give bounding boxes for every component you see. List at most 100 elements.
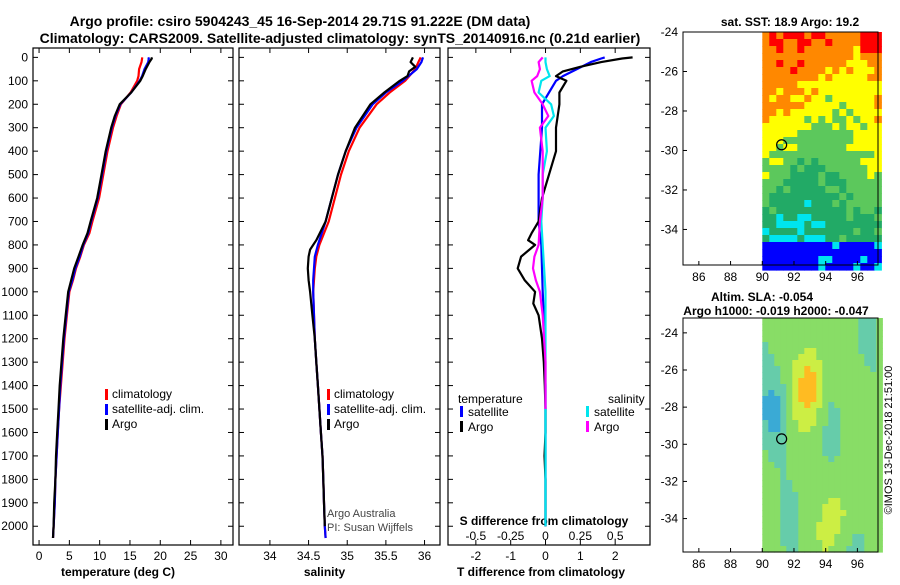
map-cell bbox=[870, 336, 877, 343]
map-cell bbox=[846, 390, 853, 397]
map-cell bbox=[786, 498, 793, 505]
map-cell bbox=[774, 480, 781, 487]
depth-tick-label: 200 bbox=[8, 97, 28, 111]
map-cell bbox=[768, 462, 775, 469]
map-cell bbox=[810, 450, 817, 457]
map-cell bbox=[876, 336, 883, 343]
map-cell bbox=[867, 53, 875, 61]
map-cell bbox=[852, 516, 859, 523]
map-cell bbox=[776, 144, 784, 152]
map-cell bbox=[804, 179, 812, 187]
map-cell bbox=[786, 504, 793, 511]
map-cell bbox=[876, 396, 883, 403]
map-cell bbox=[774, 486, 781, 493]
legend-title-temperature: temperature bbox=[458, 392, 523, 406]
map-cell bbox=[798, 492, 805, 499]
map-cell bbox=[810, 390, 817, 397]
map-cell bbox=[768, 330, 775, 337]
map-cell bbox=[776, 158, 784, 166]
map-cell bbox=[783, 200, 791, 208]
map-cell bbox=[828, 462, 835, 469]
map-cell bbox=[832, 235, 840, 243]
map-cell bbox=[783, 228, 791, 236]
map-cell bbox=[834, 360, 841, 367]
map-cell bbox=[769, 95, 777, 103]
map-cell bbox=[783, 242, 791, 250]
map-cell bbox=[786, 360, 793, 367]
map-cell bbox=[762, 444, 769, 451]
map-cell bbox=[864, 534, 871, 541]
map-cell bbox=[858, 366, 865, 373]
map-cell bbox=[846, 249, 854, 257]
map-cell bbox=[818, 242, 826, 250]
map-cell bbox=[786, 420, 793, 427]
map-cell bbox=[769, 214, 777, 222]
map-cell bbox=[828, 372, 835, 379]
map-cell bbox=[790, 123, 798, 131]
map-cell bbox=[811, 88, 819, 96]
map-cell bbox=[786, 534, 793, 541]
map-cell bbox=[804, 366, 811, 373]
map-cell bbox=[870, 384, 877, 391]
map-cell bbox=[804, 137, 812, 145]
map-cell bbox=[825, 172, 833, 180]
map-cell bbox=[790, 207, 798, 215]
map-cell bbox=[797, 249, 805, 257]
map-cell bbox=[846, 528, 853, 535]
map-cell bbox=[834, 498, 841, 505]
map-cell bbox=[832, 186, 840, 194]
map-cell bbox=[858, 432, 865, 439]
map-cell bbox=[811, 249, 819, 257]
map-cell bbox=[816, 486, 823, 493]
map-cell bbox=[825, 242, 833, 250]
map-cell bbox=[790, 74, 798, 82]
map-cell bbox=[864, 528, 871, 535]
map-cell bbox=[797, 193, 805, 201]
map-cell bbox=[780, 360, 787, 367]
map-cell bbox=[792, 450, 799, 457]
map-y-tick-label: -28 bbox=[661, 400, 679, 414]
map-cell bbox=[768, 360, 775, 367]
map-cell bbox=[846, 123, 854, 131]
map-cell bbox=[846, 438, 853, 445]
map-cell bbox=[804, 221, 812, 229]
map-cell bbox=[828, 516, 835, 523]
map-cell bbox=[783, 95, 791, 103]
map-cell bbox=[804, 74, 812, 82]
map-cell bbox=[804, 67, 812, 75]
map-cell bbox=[853, 95, 861, 103]
map-cell bbox=[786, 438, 793, 445]
map-cell bbox=[783, 249, 791, 257]
map-cell bbox=[828, 360, 835, 367]
map-cell bbox=[864, 486, 871, 493]
map-cell bbox=[774, 378, 781, 385]
map-cell bbox=[786, 516, 793, 523]
map-cell bbox=[846, 420, 853, 427]
map-cell bbox=[798, 402, 805, 409]
map-cell bbox=[828, 378, 835, 385]
map-cell bbox=[762, 39, 770, 47]
x-tick-label: 34.5 bbox=[297, 549, 321, 563]
map-cell bbox=[804, 172, 812, 180]
map-cell bbox=[804, 456, 811, 463]
map-cell bbox=[870, 546, 877, 553]
map-cell bbox=[811, 214, 819, 222]
map-cell bbox=[818, 263, 826, 271]
map-cell bbox=[870, 432, 877, 439]
map-cell bbox=[828, 324, 835, 331]
map-cell bbox=[840, 330, 847, 337]
map-cell bbox=[846, 414, 853, 421]
map-cell bbox=[816, 384, 823, 391]
map-cell bbox=[797, 214, 805, 222]
map-cell bbox=[790, 53, 798, 61]
depth-tick-label: 1100 bbox=[2, 308, 28, 322]
map-cell bbox=[839, 151, 847, 159]
map-cell bbox=[811, 74, 819, 82]
map-cell bbox=[840, 474, 847, 481]
legend-title-salinity: salinity bbox=[608, 392, 645, 406]
map-cell bbox=[804, 480, 811, 487]
map-cell bbox=[876, 330, 883, 337]
map-cell bbox=[783, 67, 791, 75]
map-cell bbox=[786, 414, 793, 421]
map-cell bbox=[876, 510, 883, 517]
